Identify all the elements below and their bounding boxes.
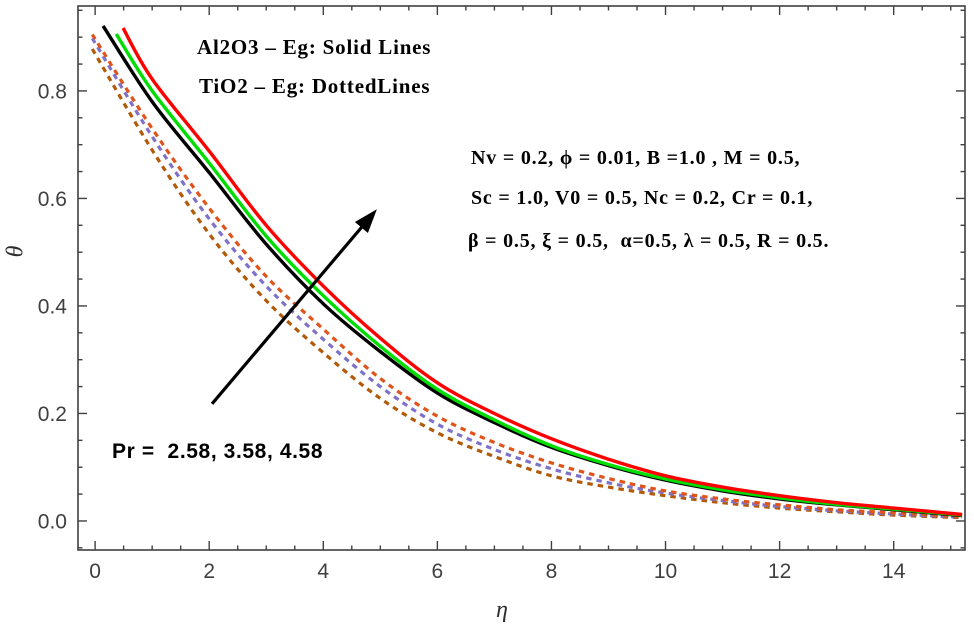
x-tick-label: 10 <box>654 560 677 583</box>
x-tick-label: 0 <box>89 560 101 583</box>
series-tio2-eg-pr-4.58 <box>90 33 963 519</box>
y-tick-label: 0.2 <box>38 403 67 426</box>
axis-ticks <box>78 6 965 550</box>
arrow-head-icon <box>354 209 377 233</box>
series-curves <box>90 24 963 520</box>
y-tick-label: 0.4 <box>38 295 68 318</box>
plot-frame <box>77 5 966 551</box>
y-axis-label: θ <box>2 245 29 258</box>
x-tick-label: 6 <box>432 560 444 583</box>
legend-dotted-lines-label: TiO2 – Eg: DottedLines <box>199 74 431 98</box>
x-tick-label: 8 <box>546 560 558 583</box>
pr-increase-arrow <box>210 209 377 405</box>
pr-values-label: Pr = 2.58, 3.58, 4.58 <box>112 440 324 463</box>
series-tio2-eg-pr-2.58 <box>90 48 963 520</box>
y-tick-label: 0.8 <box>38 80 67 103</box>
parameters-line-3: β = 0.5, ξ = 0.5, α=0.5, λ = 0.5, R = 0.… <box>468 230 830 252</box>
parameters-line-1: Nv = 0.2, ϕ = 0.01, B =1.0 , M = 0.5, <box>471 147 801 169</box>
parameters-line-2: Sc = 1.0, V0 = 0.5, Nc = 0.2, Cr = 0.1, <box>471 187 814 209</box>
x-axis-label: η <box>496 597 508 623</box>
x-tick-label: 12 <box>768 560 791 583</box>
series-al2o3-eg-pr-3.58 <box>114 33 963 517</box>
x-tick-label: 2 <box>203 560 215 583</box>
x-tick-label: 4 <box>317 560 329 583</box>
legend-solid-lines-label: Al2O3 – Eg: Solid Lines <box>197 35 432 59</box>
x-tick-label: 14 <box>882 560 906 583</box>
y-tick-label: 0.6 <box>38 188 67 211</box>
y-tick-label: 0.0 <box>38 510 67 533</box>
series-al2o3-eg-pr-4.58 <box>121 27 963 517</box>
series-tio2-eg-pr-3.58 <box>90 37 963 519</box>
tick-labels: 0 2 4 6 8 10 12 14 0.0 0.2 0.4 0.6 0.8 <box>38 80 906 583</box>
